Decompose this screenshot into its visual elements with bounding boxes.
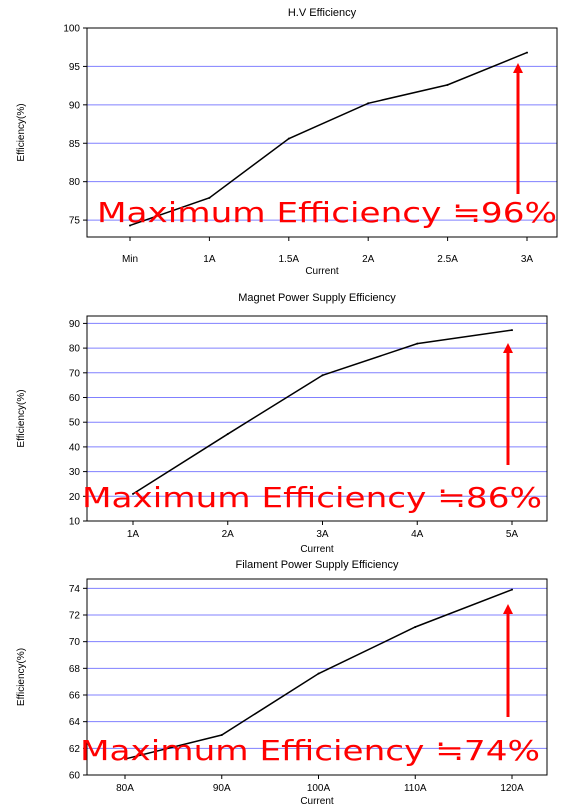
data-point [526, 51, 528, 54]
y-tick-label: 66 [69, 691, 81, 702]
x-tick-label: 100A [307, 783, 331, 794]
data-point [367, 102, 370, 105]
y-tick-label: 72 [69, 611, 81, 622]
max-efficiency-annotation: Maximum Efficiency ≒96% [97, 196, 557, 229]
y-tick-label: 75 [69, 216, 81, 227]
chart-1: H.V Efficiency 75 80 85 90 95 100 Min 1A 1.5A 2A 2.… [16, 7, 558, 277]
x-axis-label: Current [300, 796, 334, 807]
data-point [226, 433, 229, 436]
x-axis-label: Current [300, 544, 334, 555]
x-tick-label: 5A [506, 529, 519, 540]
y-axis-label: Efficiency(%) [16, 389, 27, 447]
y-tick-label: 20 [69, 492, 81, 503]
data-point [416, 342, 419, 345]
plot-frame [86, 578, 548, 776]
data-point [414, 626, 417, 628]
x-tick-label: 2A [362, 254, 375, 265]
x-tick-label: 1A [203, 254, 216, 265]
x-tick-label: 120A [500, 783, 524, 794]
x-tick-label: 4A [411, 529, 424, 540]
data-point [208, 196, 211, 199]
y-tick-label: 60 [69, 393, 81, 404]
y-tick-label: 70 [69, 637, 81, 648]
x-tick-label: 90A [213, 783, 231, 794]
y-axis-label: Efficiency(%) [16, 648, 27, 706]
y-tick-label: 68 [69, 664, 81, 675]
max-efficiency-annotation: Maximum Efficiency ≒74% [80, 734, 540, 767]
data-point [287, 137, 290, 140]
data-point [511, 329, 513, 332]
x-tick-label: 2A [222, 529, 235, 540]
series-line [132, 329, 513, 495]
data-point [317, 672, 320, 675]
x-tick-label: Min [122, 254, 138, 265]
y-tick-label: 74 [69, 584, 81, 595]
series-line [129, 51, 528, 227]
x-tick-label: 1A [127, 529, 140, 540]
y-axis-label: Efficiency(%) [16, 103, 27, 161]
y-tick-label: 30 [69, 467, 81, 478]
chart-title: Magnet Power Supply Efficiency [238, 292, 396, 304]
y-tick-label: 80 [69, 344, 81, 355]
max-efficiency-annotation: Maximum Efficiency ≒86% [82, 481, 542, 514]
y-tick-label: 62 [69, 744, 81, 755]
chart-title: H.V Efficiency [288, 7, 357, 19]
data-point [132, 492, 134, 495]
x-tick-label: 80A [116, 783, 134, 794]
x-tick-label: 2.5A [437, 254, 458, 265]
data-point [220, 734, 223, 736]
y-tick-label: 80 [69, 177, 81, 188]
plot-frame [86, 315, 548, 522]
y-tick-label: 60 [69, 771, 81, 782]
plot-frame [86, 27, 558, 238]
x-tick-label: 3A [316, 529, 329, 540]
data-point [321, 374, 324, 377]
data-point [511, 588, 513, 591]
y-tick-label: 85 [69, 139, 81, 150]
chart-title: Filament Power Supply Efficiency [235, 559, 399, 571]
y-tick-label: 70 [69, 368, 81, 379]
x-axis-label: Current [305, 266, 339, 277]
y-tick-label: 90 [69, 100, 81, 111]
data-point [129, 224, 131, 227]
y-tick-label: 95 [69, 62, 81, 73]
x-tick-label: 110A [404, 783, 427, 794]
x-tick-label: 3A [521, 254, 534, 265]
y-tick-label: 40 [69, 442, 81, 453]
y-tick-label: 64 [69, 717, 81, 728]
y-tick-label: 50 [69, 418, 81, 429]
chart-3: Filament Power Supply Efficiency 60 62 64 66… [16, 559, 548, 807]
y-tick-label: 100 [63, 24, 80, 35]
data-point [446, 83, 449, 86]
chart-2: Magnet Power Supply Efficiency 10 20 30 40 50… [16, 292, 548, 555]
data-point [124, 758, 126, 760]
y-tick-label: 10 [69, 517, 81, 528]
x-tick-label: 1.5A [279, 254, 300, 265]
y-tick-label: 90 [69, 319, 81, 330]
